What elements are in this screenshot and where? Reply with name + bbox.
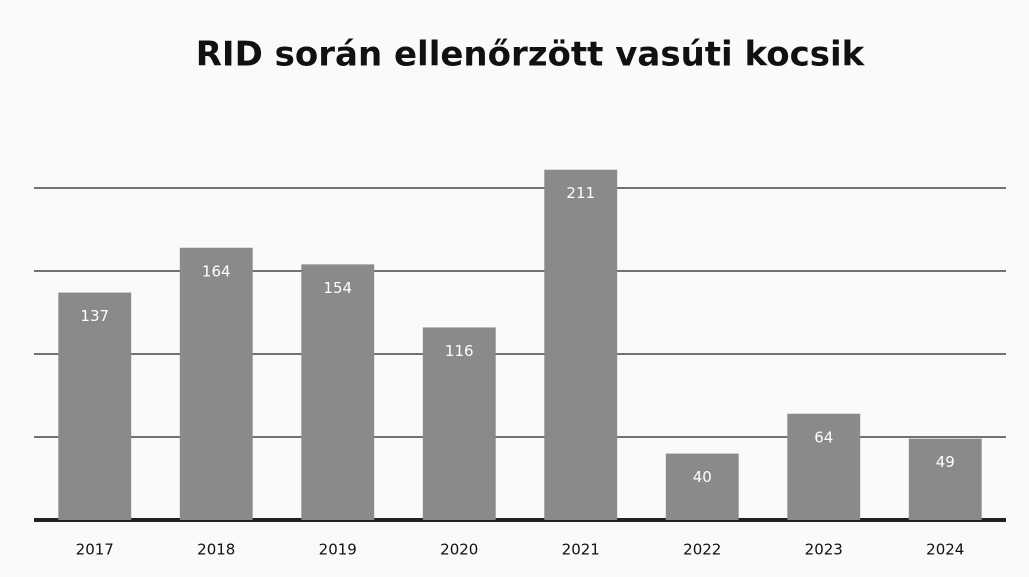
bar xyxy=(544,169,618,521)
x-tick-label: 2017 xyxy=(76,541,114,559)
x-tick-label: 2019 xyxy=(319,541,357,559)
data-label: 40 xyxy=(693,468,712,486)
x-tick-label: 2018 xyxy=(197,541,235,559)
data-label: 49 xyxy=(936,453,955,471)
x-tick-label: 2020 xyxy=(440,541,478,559)
bar xyxy=(422,327,496,520)
data-label: 164 xyxy=(202,262,231,280)
data-label: 64 xyxy=(814,428,833,446)
data-label: 137 xyxy=(80,307,109,325)
bar xyxy=(301,264,375,520)
data-label: 211 xyxy=(566,184,595,202)
x-tick-label: 2021 xyxy=(562,541,600,559)
chart-title: RID során ellenőrzött vasúti kocsik xyxy=(196,35,866,75)
bar xyxy=(179,247,253,520)
data-label: 116 xyxy=(445,342,474,360)
x-tick-label: 2022 xyxy=(683,541,721,559)
data-label: 154 xyxy=(323,279,352,297)
bar xyxy=(787,413,861,520)
bar xyxy=(908,438,982,520)
x-tick-label: 2023 xyxy=(805,541,843,559)
bar xyxy=(58,292,132,520)
x-tick-label: 2024 xyxy=(926,541,964,559)
bar xyxy=(665,453,739,520)
